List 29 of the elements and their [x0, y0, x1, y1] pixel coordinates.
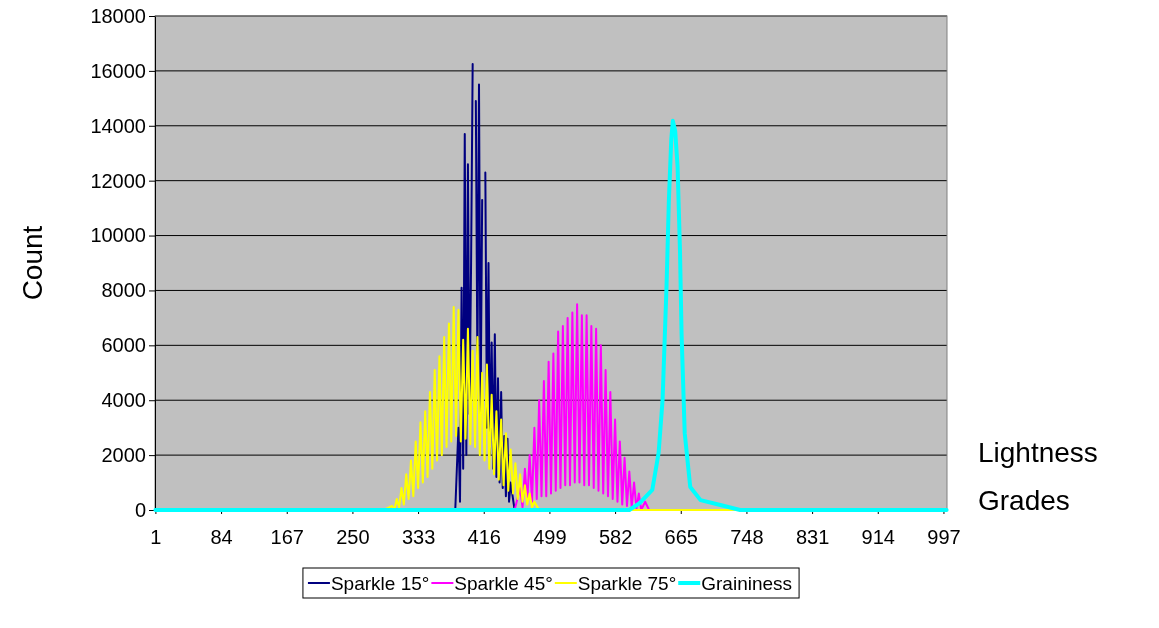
x-tick-label: 250 [336, 526, 370, 548]
x-tick-label: 748 [730, 526, 764, 548]
y-tick-label: 16000 [90, 59, 146, 82]
y-tick-label: 10000 [90, 224, 146, 247]
y-axis-title: Count [17, 225, 48, 301]
x-tick-label: 665 [664, 526, 698, 548]
y-tick-label: 4000 [101, 389, 146, 412]
y-tick-label: 14000 [90, 114, 146, 137]
x-tick-label: 831 [795, 526, 830, 548]
y-tick-label: 18000 [90, 4, 146, 27]
x-tick-label: 582 [598, 526, 633, 548]
x-tick-label: 997 [927, 526, 961, 548]
legend-label: Sparkle 45° [454, 573, 553, 594]
x-tick-label: 167 [270, 526, 304, 548]
x-tick-label: 416 [467, 526, 501, 548]
x-tick-label: 84 [210, 526, 233, 548]
x-tick-label: 333 [401, 526, 436, 548]
x-axis-title: Lightness Grades [978, 437, 1098, 516]
x-tick-label: 914 [861, 526, 895, 548]
y-tick-label: 0 [134, 498, 146, 521]
y-tick-label: 8000 [101, 279, 146, 302]
y-tick-label: 6000 [101, 334, 146, 357]
legend-label: Sparkle 75° [577, 573, 677, 594]
y-tick-label: 12000 [90, 169, 146, 192]
y-tick-label: 2000 [101, 444, 146, 467]
legend-label: Sparkle 15° [330, 573, 430, 594]
legend-label: Graininess [701, 573, 793, 594]
x-tick-label: 499 [533, 526, 567, 548]
x-tick-label: 1 [150, 526, 162, 548]
